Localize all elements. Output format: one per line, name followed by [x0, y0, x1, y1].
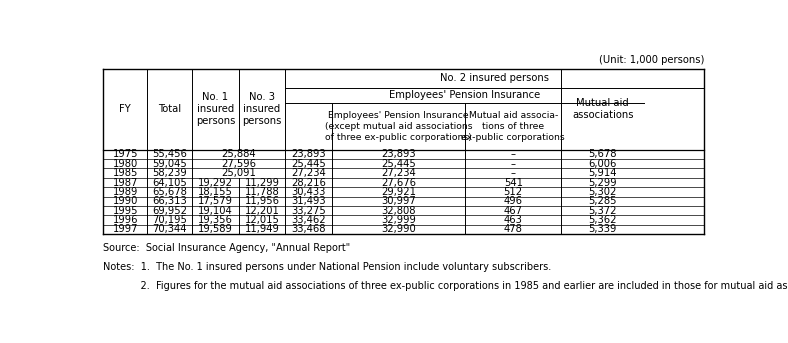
- Text: 70,195: 70,195: [152, 215, 188, 225]
- Text: 467: 467: [504, 205, 522, 216]
- Text: 30,997: 30,997: [381, 196, 416, 206]
- Text: –: –: [511, 168, 515, 178]
- Text: 27,676: 27,676: [381, 178, 416, 188]
- Text: 25,884: 25,884: [221, 150, 256, 159]
- Text: 512: 512: [504, 187, 522, 197]
- Text: 25,445: 25,445: [381, 159, 416, 169]
- Text: 1996: 1996: [113, 215, 138, 225]
- Text: 25,091: 25,091: [221, 168, 256, 178]
- Text: Employees' Pension Insurance
(except mutual aid associations
of three ex-public : Employees' Pension Insurance (except mut…: [325, 111, 472, 142]
- Text: 2.  Figures for the mutual aid associations of three ex-public corporations in 1: 2. Figures for the mutual aid associatio…: [103, 281, 788, 291]
- Text: 11,788: 11,788: [244, 187, 280, 197]
- Text: Mutual aid
associations: Mutual aid associations: [572, 98, 634, 120]
- Text: 32,808: 32,808: [381, 205, 416, 216]
- Text: 1990: 1990: [113, 196, 138, 206]
- Text: 66,313: 66,313: [152, 196, 188, 206]
- Text: 17,579: 17,579: [198, 196, 233, 206]
- Text: 23,893: 23,893: [292, 150, 326, 159]
- Text: 5,372: 5,372: [589, 205, 617, 216]
- Text: 1985: 1985: [113, 168, 138, 178]
- Text: 12,015: 12,015: [244, 215, 280, 225]
- Text: Employees' Pension Insurance: Employees' Pension Insurance: [389, 90, 541, 100]
- Text: 27,234: 27,234: [292, 168, 326, 178]
- Text: 27,234: 27,234: [381, 168, 416, 178]
- Text: 496: 496: [504, 196, 522, 206]
- Text: Source:  Social Insurance Agency, "Annual Report": Source: Social Insurance Agency, "Annual…: [103, 243, 351, 253]
- Text: 1997: 1997: [113, 224, 138, 234]
- Text: 478: 478: [504, 224, 522, 234]
- Text: 33,462: 33,462: [292, 215, 326, 225]
- Text: 12,201: 12,201: [244, 205, 280, 216]
- Text: 27,596: 27,596: [221, 159, 256, 169]
- Text: 6,006: 6,006: [589, 159, 617, 169]
- Text: 69,952: 69,952: [152, 205, 188, 216]
- Text: 30,433: 30,433: [292, 187, 325, 197]
- Text: FY: FY: [120, 104, 131, 114]
- Text: 5,678: 5,678: [589, 150, 617, 159]
- Text: 33,468: 33,468: [292, 224, 326, 234]
- Text: 19,356: 19,356: [198, 215, 233, 225]
- Text: 463: 463: [504, 215, 522, 225]
- Text: 19,589: 19,589: [198, 224, 233, 234]
- Text: 11,299: 11,299: [244, 178, 280, 188]
- Text: 31,493: 31,493: [292, 196, 326, 206]
- Text: 5,339: 5,339: [589, 224, 617, 234]
- Text: 23,893: 23,893: [381, 150, 416, 159]
- Text: No. 3
insured
persons: No. 3 insured persons: [243, 92, 282, 126]
- Text: 25,445: 25,445: [292, 159, 326, 169]
- Text: 5,299: 5,299: [589, 178, 617, 188]
- Text: 29,921: 29,921: [381, 187, 416, 197]
- Text: 541: 541: [504, 178, 522, 188]
- Text: 18,155: 18,155: [198, 187, 233, 197]
- Text: 19,292: 19,292: [198, 178, 233, 188]
- Text: No. 2 insured persons: No. 2 insured persons: [440, 73, 549, 83]
- Text: 59,045: 59,045: [152, 159, 188, 169]
- Text: 5,285: 5,285: [589, 196, 617, 206]
- Text: 32,990: 32,990: [381, 224, 416, 234]
- Text: 1975: 1975: [113, 150, 138, 159]
- Text: 11,949: 11,949: [244, 224, 280, 234]
- Text: Notes:  1.  The No. 1 insured persons under National Pension include voluntary s: Notes: 1. The No. 1 insured persons unde…: [103, 262, 552, 272]
- Text: 5,362: 5,362: [589, 215, 617, 225]
- Text: 1995: 1995: [113, 205, 138, 216]
- Text: 28,216: 28,216: [291, 178, 326, 188]
- Text: 65,678: 65,678: [152, 187, 188, 197]
- Text: 58,239: 58,239: [152, 168, 188, 178]
- Text: (Unit: 1,000 persons): (Unit: 1,000 persons): [599, 55, 704, 65]
- Text: 70,344: 70,344: [153, 224, 187, 234]
- Text: 5,302: 5,302: [589, 187, 617, 197]
- Text: 55,456: 55,456: [152, 150, 188, 159]
- Text: 11,956: 11,956: [244, 196, 280, 206]
- Text: Total: Total: [158, 104, 181, 114]
- Text: 1989: 1989: [113, 187, 138, 197]
- Text: 5,914: 5,914: [589, 168, 617, 178]
- Text: No. 1
insured
persons: No. 1 insured persons: [195, 92, 235, 126]
- Text: –: –: [511, 159, 515, 169]
- Text: 19,104: 19,104: [198, 205, 232, 216]
- Text: 64,105: 64,105: [152, 178, 188, 188]
- Text: 32,999: 32,999: [381, 215, 416, 225]
- Text: Mutual aid associa-
tions of three
ex-public corporations: Mutual aid associa- tions of three ex-pu…: [461, 111, 565, 142]
- Text: 1987: 1987: [113, 178, 138, 188]
- Text: 33,275: 33,275: [292, 205, 326, 216]
- Text: 1980: 1980: [113, 159, 138, 169]
- Text: –: –: [511, 150, 515, 159]
